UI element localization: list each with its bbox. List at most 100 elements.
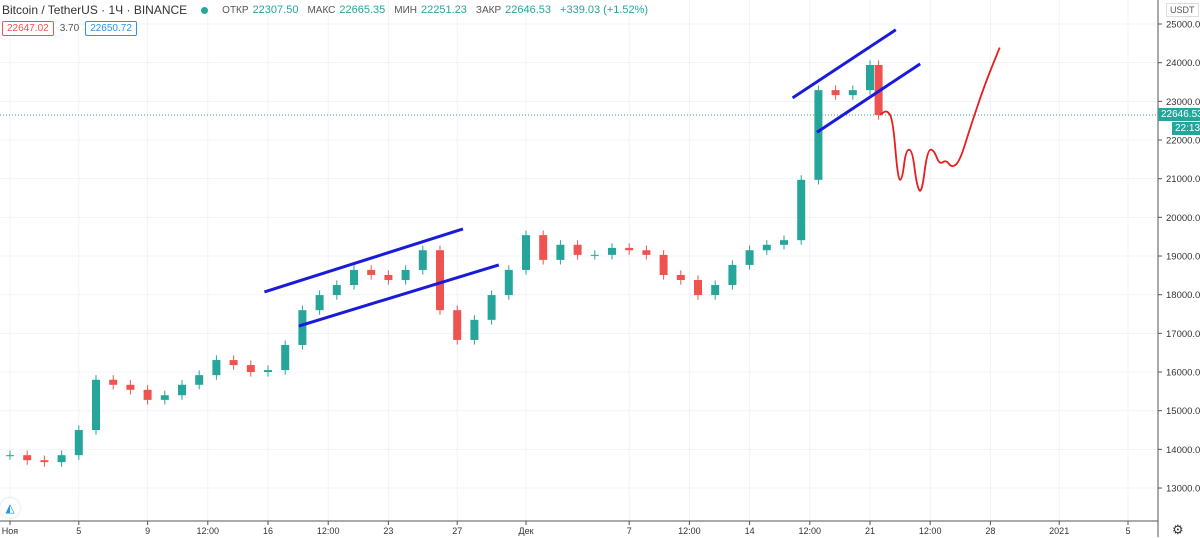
x-tick-label: 16 bbox=[263, 526, 273, 536]
channel-trendline bbox=[791, 28, 897, 100]
y-tick-label: 22000.00 bbox=[1166, 136, 1200, 147]
y-tick-label: 24000.00 bbox=[1166, 58, 1200, 69]
gear-icon[interactable]: ⚙ bbox=[1172, 522, 1184, 537]
candle bbox=[642, 250, 651, 255]
candle bbox=[866, 64, 874, 91]
candle bbox=[384, 274, 393, 280]
x-tick-label: 14 bbox=[745, 526, 755, 536]
x-tick-label: 12:00 bbox=[678, 526, 701, 536]
candle bbox=[814, 90, 823, 180]
tradingview-logo-icon[interactable]: ◭ bbox=[0, 498, 20, 518]
x-tick-label: 27 bbox=[452, 526, 462, 536]
close-value: 22646.53 bbox=[505, 4, 552, 16]
candle bbox=[762, 244, 771, 251]
x-tick-label: 9 bbox=[145, 526, 150, 536]
candle bbox=[6, 455, 14, 457]
candle bbox=[212, 360, 221, 376]
market-status-icon bbox=[201, 6, 209, 14]
channel-trendline bbox=[298, 263, 500, 328]
buy-price-button[interactable]: 22650.72 bbox=[85, 21, 137, 36]
x-tick-label: 5 bbox=[1125, 526, 1130, 536]
y-tick-label: 15000.00 bbox=[1166, 406, 1200, 417]
candle bbox=[23, 455, 32, 461]
candle bbox=[659, 254, 668, 275]
y-tick-label: 14000.00 bbox=[1166, 445, 1200, 456]
x-tick-label: 23 bbox=[383, 526, 393, 536]
x-tick-label: 5 bbox=[76, 526, 81, 536]
candle bbox=[264, 370, 272, 373]
channel-trendline bbox=[263, 227, 464, 294]
candle bbox=[401, 269, 410, 280]
candle bbox=[160, 395, 169, 400]
close-label: ЗАКР bbox=[475, 4, 502, 16]
candle bbox=[625, 247, 634, 251]
spread-value: 3.70 bbox=[59, 23, 80, 34]
bid-ask: 22647.02 3.70 22650.72 bbox=[2, 21, 137, 36]
y-tick-label: 16000.00 bbox=[1166, 368, 1200, 379]
x-tick-label: 12:00 bbox=[197, 526, 220, 536]
candle bbox=[332, 285, 341, 296]
symbol-legend: Bitcoin / TetherUS · 1Ч · BINANCE ОТКР 22… bbox=[2, 3, 653, 17]
candle bbox=[608, 247, 616, 255]
candle bbox=[694, 279, 702, 296]
candle bbox=[195, 375, 204, 385]
candle bbox=[350, 269, 358, 286]
y-tick-label: 19000.00 bbox=[1166, 252, 1200, 263]
candle bbox=[676, 274, 685, 280]
open-label: ОТКР bbox=[222, 4, 249, 16]
candle bbox=[126, 384, 135, 390]
candle bbox=[315, 295, 324, 311]
countdown-tag: 22:13 bbox=[1172, 122, 1200, 135]
change-value: +339.03 (+1.52%) bbox=[560, 4, 649, 16]
symbol-title[interactable]: Bitcoin / TetherUS · 1Ч · BINANCE bbox=[2, 3, 188, 17]
x-tick-label: 12:00 bbox=[799, 526, 822, 536]
candle bbox=[109, 379, 118, 385]
y-tick-label: 13000.00 bbox=[1166, 484, 1200, 495]
x-tick-label: Дек bbox=[518, 526, 533, 536]
low-label: МИН bbox=[394, 4, 418, 16]
x-tick-label: 7 bbox=[627, 526, 632, 536]
candle bbox=[40, 460, 49, 463]
y-tick-label: 18000.00 bbox=[1166, 290, 1200, 301]
x-tick-label: 12:00 bbox=[919, 526, 942, 536]
candle bbox=[281, 344, 290, 371]
x-tick-label: Ноя bbox=[2, 526, 19, 536]
candle bbox=[57, 455, 66, 463]
candle bbox=[487, 295, 496, 320]
candle bbox=[728, 264, 737, 286]
candle bbox=[522, 235, 530, 270]
candle bbox=[74, 430, 83, 456]
candle bbox=[504, 269, 513, 296]
candle bbox=[143, 389, 152, 400]
x-tick-label: 12:00 bbox=[317, 526, 340, 536]
high-value: 22665.35 bbox=[339, 4, 386, 16]
candle bbox=[711, 285, 720, 296]
currency-label[interactable]: USDT bbox=[1166, 3, 1199, 17]
y-tick-label: 17000.00 bbox=[1166, 329, 1200, 340]
candle bbox=[831, 90, 840, 96]
candle bbox=[590, 254, 599, 256]
x-tick-label: 2021 bbox=[1049, 526, 1069, 536]
candle bbox=[178, 384, 186, 396]
sell-price-button[interactable]: 22647.02 bbox=[2, 21, 54, 36]
y-tick-label: 25000.00 bbox=[1166, 20, 1200, 31]
candle bbox=[539, 235, 548, 260]
candle bbox=[229, 360, 238, 366]
high-label: МАКС bbox=[307, 4, 336, 16]
candle bbox=[453, 310, 462, 340]
candle bbox=[573, 244, 582, 255]
open-value: 22307.50 bbox=[252, 4, 299, 16]
x-tick-label: 28 bbox=[985, 526, 995, 536]
candle bbox=[745, 250, 754, 265]
y-tick-label: 20000.00 bbox=[1166, 213, 1200, 224]
candle bbox=[797, 179, 806, 241]
candle bbox=[848, 90, 857, 96]
y-tick-label: 23000.00 bbox=[1166, 97, 1200, 108]
candle bbox=[246, 365, 255, 373]
candle bbox=[436, 250, 444, 311]
candle bbox=[780, 240, 788, 245]
candle bbox=[470, 319, 479, 340]
candle bbox=[556, 244, 565, 260]
candle bbox=[418, 250, 427, 270]
